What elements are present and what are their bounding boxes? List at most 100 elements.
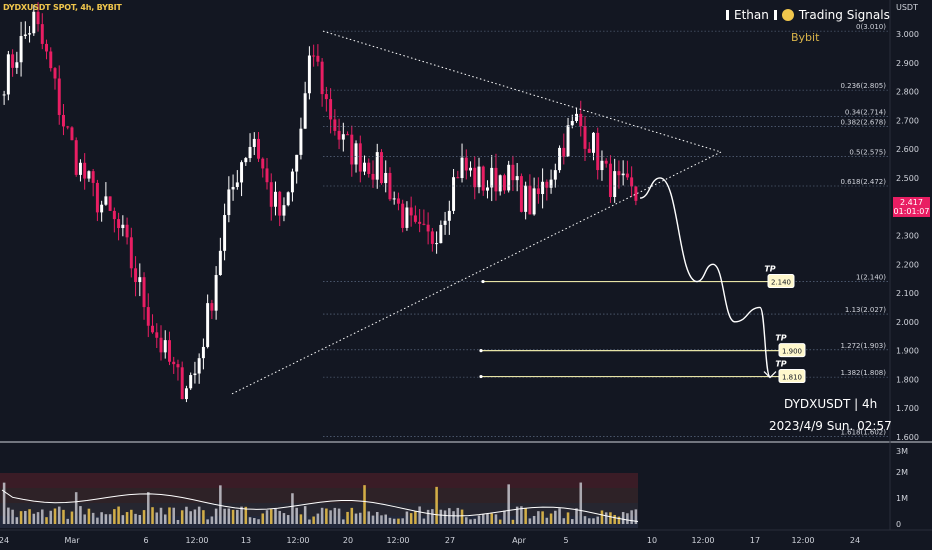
- volume-bar: [138, 514, 142, 524]
- volume-bar: [206, 519, 209, 524]
- candle-body: [367, 162, 371, 174]
- volume-bar: [108, 514, 112, 524]
- candle-body: [206, 303, 210, 347]
- price-tick-label: 1.600: [896, 433, 919, 442]
- volume-ma-line: [1, 489, 639, 522]
- volume-bar: [452, 511, 455, 524]
- volume-bar: [579, 482, 583, 524]
- volume-bar: [291, 493, 294, 524]
- volume-tick-label: 1M: [896, 494, 908, 503]
- candle-body: [363, 162, 367, 172]
- time-axis[interactable]: 24 Mar 6 12:00 13 12:00 20 12:00 27 Apr 5 10 12:00 17…: [0, 536, 860, 545]
- candle-body: [617, 171, 621, 176]
- volume-bar: [15, 517, 19, 524]
- candle-body: [278, 191, 282, 216]
- take-profit-dot: [481, 279, 485, 284]
- volume-bar: [151, 507, 154, 524]
- volume-bar: [227, 508, 231, 524]
- volume-bar: [566, 512, 570, 524]
- fib-level-label: 0.382(2.678): [840, 119, 886, 127]
- volume-band: [0, 488, 638, 503]
- volume-bar: [11, 509, 14, 524]
- candle-body: [252, 138, 256, 147]
- volume-bar: [337, 508, 341, 524]
- candle-body: [40, 24, 44, 44]
- volume-axis: 3M 2M 1M 0: [896, 447, 908, 529]
- candle-body: [176, 364, 180, 368]
- volume-bar: [414, 511, 417, 524]
- volume-bar: [172, 507, 175, 524]
- candle-body: [524, 185, 528, 212]
- candle-body: [541, 181, 545, 195]
- volume-bar: [308, 519, 311, 524]
- volume-bar: [62, 509, 65, 524]
- volume-bar: [541, 511, 544, 524]
- take-profit-label: TP: [764, 265, 775, 274]
- time-tick-label: 27: [445, 536, 455, 545]
- price-axis[interactable]: 3.0002.9002.8002.7002.6002.5002.4002.300…: [896, 30, 919, 442]
- volume-bar: [312, 516, 315, 524]
- candle-body: [167, 340, 171, 362]
- volume-bar: [236, 509, 239, 524]
- volume-bar: [481, 513, 485, 524]
- candle-body: [257, 138, 261, 159]
- candle-body: [553, 170, 557, 180]
- volume-band: [0, 473, 638, 488]
- currency-label: USDT: [896, 3, 918, 12]
- volume-bar: [528, 518, 532, 524]
- grid-lines: [0, 0, 932, 531]
- volume-bar: [49, 510, 53, 524]
- time-tick-label: 12:00: [386, 536, 409, 545]
- volume-bar: [41, 509, 44, 524]
- candle-body: [481, 166, 485, 191]
- candle-body: [74, 140, 78, 175]
- volume-bar: [537, 511, 540, 524]
- volume-bar: [333, 507, 337, 524]
- volume-bar: [2, 482, 6, 524]
- volume-bar: [155, 512, 159, 524]
- candle-body: [490, 167, 494, 188]
- candle-body: [320, 61, 324, 95]
- candle-body: [112, 210, 116, 220]
- candle-body: [307, 55, 311, 94]
- candle-body: [333, 119, 337, 131]
- candle-body: [172, 361, 176, 365]
- candle-body: [621, 173, 625, 176]
- candle-body: [354, 143, 358, 165]
- time-tick-label: Apr: [512, 536, 527, 545]
- volume-bar: [113, 509, 116, 524]
- volume-bar: [231, 509, 235, 524]
- candle-body: [108, 196, 112, 211]
- price-tick-label: 2.800: [896, 88, 919, 97]
- triangle-upper-line: [322, 30, 722, 153]
- volume-bar: [210, 516, 214, 524]
- candle-body: [286, 192, 290, 206]
- volume-bar: [57, 506, 61, 524]
- candle-body: [587, 148, 591, 153]
- candle-body: [32, 11, 36, 34]
- candle-body: [507, 164, 511, 191]
- take-profit-box: [778, 369, 806, 384]
- take-profit-box: [778, 343, 806, 358]
- volume-bar: [278, 510, 281, 524]
- volume-bar: [520, 506, 523, 524]
- candle-body: [485, 187, 489, 191]
- candle-body: [184, 388, 188, 400]
- triangle-lower-line: [231, 151, 722, 395]
- volume-bar: [244, 506, 248, 524]
- candle-body: [630, 177, 634, 187]
- candle-body: [384, 172, 388, 184]
- volume-bar: [490, 513, 493, 524]
- volume-bar: [83, 514, 86, 524]
- volume-bar: [363, 485, 366, 524]
- time-tick-label: 10: [647, 536, 657, 545]
- candle-body: [151, 325, 155, 333]
- candle-body: [129, 237, 133, 269]
- brand-bar-icon: [726, 10, 729, 20]
- volume-bar: [142, 510, 146, 524]
- fib-level-label: 0.5(2.575): [849, 148, 886, 156]
- volume-tick-label: 2M: [896, 468, 908, 477]
- candle-body: [418, 221, 422, 224]
- volume-bar: [562, 518, 566, 524]
